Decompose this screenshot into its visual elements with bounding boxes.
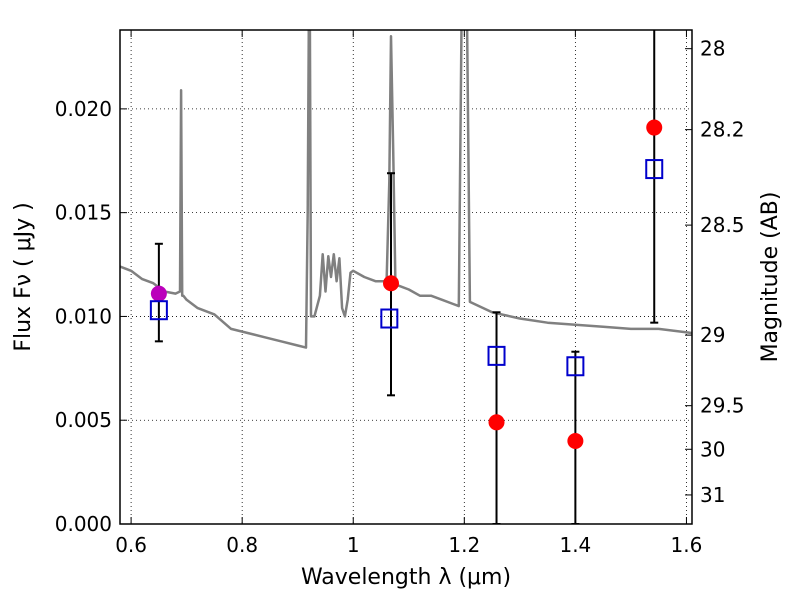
model-photometry-point bbox=[645, 159, 664, 180]
data-area bbox=[120, 30, 692, 524]
right-tick-label: 29.5 bbox=[700, 394, 745, 418]
y-tick-label: 0.000 bbox=[55, 512, 112, 536]
model-photometry-point bbox=[487, 345, 506, 366]
x-tick-label: 0.6 bbox=[115, 533, 147, 557]
grid bbox=[120, 30, 692, 524]
x-tick-label: 1.2 bbox=[448, 533, 480, 557]
right-tick-label: 28 bbox=[700, 37, 725, 61]
observed-point bbox=[488, 414, 505, 431]
y-tick-label: 0.010 bbox=[55, 304, 112, 328]
x-tick-label: 0.8 bbox=[226, 533, 258, 557]
observed-point bbox=[383, 275, 400, 292]
y-axis-title: Flux Fν ( μJy ) bbox=[11, 202, 36, 351]
right-tick-label: 28.5 bbox=[700, 213, 745, 237]
right-tick-label: 30 bbox=[700, 437, 725, 461]
y-tick-label: 0.020 bbox=[55, 97, 112, 121]
model-photometry-point bbox=[380, 308, 399, 329]
x-tick-label: 1.6 bbox=[671, 533, 703, 557]
x-axis-title: Wavelength λ (μm) bbox=[301, 565, 511, 590]
model-photometry-point bbox=[566, 356, 585, 377]
y-tick-label: 0.005 bbox=[55, 408, 112, 432]
x-tick-label: 1 bbox=[347, 533, 360, 557]
right-tick-label: 28.2 bbox=[700, 118, 745, 142]
model-photometry-point bbox=[149, 300, 168, 321]
x-tick-label: 1.4 bbox=[559, 533, 591, 557]
axes: 0.6 0.8 1 1.2 1.4 1.6 0.000 0.005 0.010 0.015 0.02… bbox=[55, 30, 745, 557]
right-axis-title: Magnitude (AB) bbox=[758, 192, 783, 363]
observed-point bbox=[150, 285, 167, 302]
y-tick-label: 0.015 bbox=[55, 201, 112, 225]
right-tick-label: 31 bbox=[700, 483, 725, 507]
model-spectrum-line bbox=[120, 30, 692, 349]
observed-point bbox=[567, 432, 584, 449]
right-tick-label: 29 bbox=[700, 323, 725, 347]
observed-point bbox=[646, 119, 663, 136]
plot-frame bbox=[119, 29, 693, 525]
